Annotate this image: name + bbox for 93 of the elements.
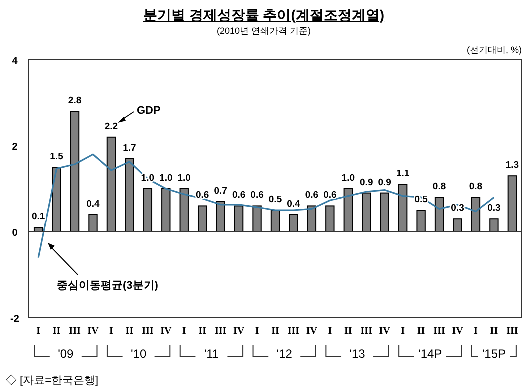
data-label: 2.2 xyxy=(104,121,118,132)
x-tick-label: II xyxy=(52,326,61,337)
data-label: 0.3 xyxy=(451,203,464,214)
x-tick-label: I xyxy=(401,326,406,337)
chart-subtitle: (2010년 연쇄가격 기준) xyxy=(216,26,312,36)
x-tick-label: II xyxy=(417,326,426,337)
bar xyxy=(398,184,408,232)
data-label: 0.1 xyxy=(32,212,46,223)
x-tick-label: I xyxy=(255,326,260,337)
y-tick-label: -2 xyxy=(10,314,20,325)
bar xyxy=(234,206,244,232)
x-tick-label: III xyxy=(288,326,300,337)
x-tick-label: II xyxy=(126,326,134,337)
x-tick-label: IV xyxy=(452,326,464,337)
x-tick-label: IV xyxy=(160,326,172,337)
x-tick-label: II xyxy=(198,326,207,337)
bar xyxy=(326,206,335,232)
text: (전기대비, %) xyxy=(467,45,522,55)
data-label: 1.3 xyxy=(506,160,520,172)
x-tick-label: III xyxy=(360,326,373,337)
bar xyxy=(434,197,444,232)
bar xyxy=(416,210,426,232)
bar xyxy=(471,197,481,232)
bar xyxy=(453,218,462,232)
data-label: 0.6 xyxy=(250,190,264,202)
bar xyxy=(216,201,226,232)
bar xyxy=(180,188,189,232)
text: ◇ [자료=한국은행] xyxy=(6,374,99,387)
text: '15P xyxy=(482,347,506,361)
chart-title: 분기별 경제성장률 추이(계절조정계열) xyxy=(143,7,385,23)
bar xyxy=(143,188,153,232)
x-tick-label: IV xyxy=(233,326,246,337)
data-label: 1.1 xyxy=(396,168,410,180)
bar xyxy=(289,214,298,232)
bar xyxy=(162,188,171,232)
x-tick-label: I xyxy=(182,326,186,337)
x-tick-label: II xyxy=(272,326,280,337)
bar xyxy=(125,158,134,232)
bar xyxy=(344,188,353,232)
data-label: 0.4 xyxy=(86,198,101,210)
data-label: 0.8 xyxy=(469,182,483,193)
data-label: 2.8 xyxy=(68,96,82,107)
x-tick-label: III xyxy=(69,326,81,337)
data-label: 0.6 xyxy=(232,190,246,202)
data-label: 1.5 xyxy=(50,152,64,162)
data-label: 1.0 xyxy=(178,173,191,184)
x-tick-label: III xyxy=(142,326,154,337)
x-tick-label: I xyxy=(110,326,114,337)
data-label: 0.5 xyxy=(268,194,283,206)
y-tick-label: 4 xyxy=(12,56,18,67)
bar xyxy=(88,214,98,232)
data-label: 0.6 xyxy=(196,190,210,202)
bar xyxy=(106,136,116,232)
x-tick-label: IV xyxy=(306,326,318,337)
x-tick-label: III xyxy=(214,326,227,337)
data-label: 0.4 xyxy=(287,198,302,210)
data-label: 0.6 xyxy=(305,190,319,202)
text: 중심이동평균(3분기) xyxy=(57,280,159,292)
data-label: 1.0 xyxy=(342,173,356,184)
x-tick-label: I xyxy=(474,326,478,337)
text: '09 xyxy=(58,347,74,361)
bar xyxy=(362,192,372,232)
x-tick-label: III xyxy=(434,326,446,337)
text: '13 xyxy=(350,347,366,361)
data-label: 0.9 xyxy=(360,177,374,188)
x-tick-label: I xyxy=(36,326,41,337)
data-label: 0.7 xyxy=(214,186,228,197)
y-tick-label: 0 xyxy=(12,228,18,239)
text: '11 xyxy=(204,347,220,361)
x-tick-label: IV xyxy=(379,326,392,337)
text: '10 xyxy=(130,347,147,361)
bar xyxy=(52,167,62,232)
bar xyxy=(70,111,80,232)
x-tick-label: II xyxy=(344,326,352,337)
data-label: 1.7 xyxy=(123,142,136,154)
y-tick-label: 2 xyxy=(12,142,18,153)
data-label: 0.3 xyxy=(488,203,501,214)
bar xyxy=(198,206,208,232)
x-tick-label: IV xyxy=(88,326,100,337)
data-label: 0.9 xyxy=(378,177,392,188)
bar xyxy=(490,218,499,232)
x-tick-label: III xyxy=(506,326,518,337)
x-tick-label: I xyxy=(328,326,332,337)
text: '12 xyxy=(276,347,293,361)
data-label: 1.0 xyxy=(160,173,173,184)
data-label: 0.8 xyxy=(432,182,446,193)
x-tick-label: II xyxy=(490,326,498,337)
bar xyxy=(252,206,262,232)
legend-label: GDP xyxy=(137,105,161,117)
data-label: 0.6 xyxy=(324,190,337,202)
bar xyxy=(508,176,518,232)
text: '14P xyxy=(418,347,442,361)
bar xyxy=(380,192,390,232)
